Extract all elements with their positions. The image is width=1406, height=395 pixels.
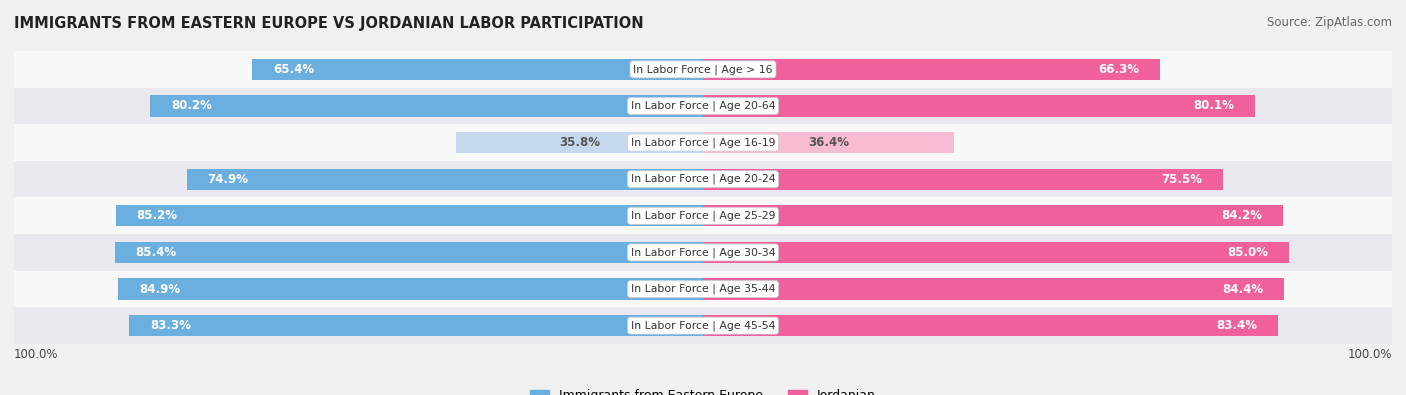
Text: 100.0%: 100.0% bbox=[14, 348, 59, 361]
Text: 74.9%: 74.9% bbox=[208, 173, 249, 186]
Text: 100.0%: 100.0% bbox=[1347, 348, 1392, 361]
Bar bbox=[253, 59, 703, 80]
Text: 83.4%: 83.4% bbox=[1216, 319, 1257, 332]
Bar bbox=[703, 132, 953, 153]
Text: 80.1%: 80.1% bbox=[1194, 100, 1234, 113]
Text: In Labor Force | Age > 16: In Labor Force | Age > 16 bbox=[633, 64, 773, 75]
Bar bbox=[703, 278, 1285, 300]
Text: 84.9%: 84.9% bbox=[139, 282, 180, 295]
Text: In Labor Force | Age 45-54: In Labor Force | Age 45-54 bbox=[631, 320, 775, 331]
Bar bbox=[14, 88, 1392, 124]
Text: In Labor Force | Age 16-19: In Labor Force | Age 16-19 bbox=[631, 137, 775, 148]
Bar bbox=[117, 205, 703, 226]
Text: In Labor Force | Age 20-64: In Labor Force | Age 20-64 bbox=[631, 101, 775, 111]
Text: 35.8%: 35.8% bbox=[560, 136, 600, 149]
Bar bbox=[14, 198, 1392, 234]
Text: 36.4%: 36.4% bbox=[808, 136, 849, 149]
Text: 84.4%: 84.4% bbox=[1223, 282, 1264, 295]
Text: 85.4%: 85.4% bbox=[135, 246, 176, 259]
Legend: Immigrants from Eastern Europe, Jordanian: Immigrants from Eastern Europe, Jordania… bbox=[526, 384, 880, 395]
Text: In Labor Force | Age 20-24: In Labor Force | Age 20-24 bbox=[631, 174, 775, 184]
Text: 85.0%: 85.0% bbox=[1227, 246, 1268, 259]
Bar bbox=[703, 59, 1160, 80]
Text: 80.2%: 80.2% bbox=[172, 100, 212, 113]
Bar bbox=[14, 307, 1392, 344]
Bar bbox=[14, 161, 1392, 198]
Bar bbox=[129, 315, 703, 336]
Bar bbox=[14, 124, 1392, 161]
Text: 85.2%: 85.2% bbox=[136, 209, 177, 222]
Text: In Labor Force | Age 30-34: In Labor Force | Age 30-34 bbox=[631, 247, 775, 258]
Text: 65.4%: 65.4% bbox=[273, 63, 314, 76]
Bar bbox=[703, 205, 1284, 226]
Bar bbox=[150, 95, 703, 117]
Bar bbox=[14, 234, 1392, 271]
Text: 84.2%: 84.2% bbox=[1222, 209, 1263, 222]
Bar bbox=[187, 169, 703, 190]
Text: 83.3%: 83.3% bbox=[150, 319, 191, 332]
Text: 66.3%: 66.3% bbox=[1098, 63, 1139, 76]
Bar bbox=[703, 242, 1289, 263]
Text: IMMIGRANTS FROM EASTERN EUROPE VS JORDANIAN LABOR PARTICIPATION: IMMIGRANTS FROM EASTERN EUROPE VS JORDAN… bbox=[14, 16, 644, 31]
Text: 75.5%: 75.5% bbox=[1161, 173, 1202, 186]
Text: In Labor Force | Age 25-29: In Labor Force | Age 25-29 bbox=[631, 211, 775, 221]
Bar bbox=[703, 169, 1223, 190]
Text: In Labor Force | Age 35-44: In Labor Force | Age 35-44 bbox=[631, 284, 775, 294]
Bar bbox=[14, 271, 1392, 307]
Bar bbox=[115, 242, 703, 263]
Bar bbox=[14, 51, 1392, 88]
Bar bbox=[457, 132, 703, 153]
Bar bbox=[118, 278, 703, 300]
Bar bbox=[703, 95, 1254, 117]
Text: Source: ZipAtlas.com: Source: ZipAtlas.com bbox=[1267, 16, 1392, 29]
Bar bbox=[703, 315, 1278, 336]
